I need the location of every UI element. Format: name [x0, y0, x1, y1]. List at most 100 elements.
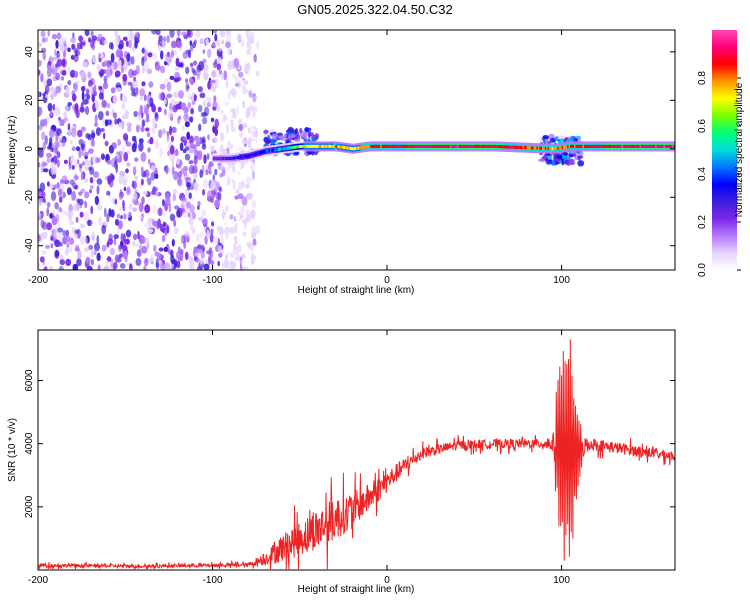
noise-blob	[122, 36, 128, 41]
ridge-core	[613, 144, 616, 148]
ridge-core	[620, 144, 623, 148]
noise-blob	[54, 239, 61, 248]
noise-blob	[221, 262, 224, 269]
noise-blob	[141, 166, 144, 174]
noise-blob	[95, 127, 101, 136]
noise-blob	[222, 91, 228, 100]
noise-blob	[209, 169, 212, 175]
noise-blob	[65, 229, 70, 237]
noise-blob	[96, 234, 100, 245]
noise-blob	[84, 237, 88, 245]
band-blob	[549, 137, 556, 143]
ridge-core	[269, 149, 272, 152]
band-blob	[311, 137, 317, 142]
ridge-core	[229, 157, 232, 160]
ridge-core	[419, 144, 422, 148]
noise-blob	[210, 117, 215, 123]
noise-blob	[67, 102, 72, 107]
ridge-core	[539, 146, 542, 150]
noise-blob	[178, 90, 184, 99]
noise-blob	[69, 220, 74, 226]
noise-blob	[158, 247, 164, 252]
ridge-core	[664, 144, 667, 148]
noise-blob	[250, 84, 256, 94]
noise-blob	[46, 67, 52, 78]
noise-blob	[58, 232, 63, 242]
noise-blob	[119, 263, 126, 269]
ridge-core	[218, 157, 221, 160]
noise-blob	[112, 94, 118, 105]
noise-blob	[132, 207, 137, 212]
noise-blob	[160, 50, 164, 60]
noise-blob	[251, 225, 256, 232]
noise-blob	[128, 39, 132, 49]
noise-blob	[207, 134, 210, 141]
band-blob	[299, 127, 303, 134]
noise-blob	[176, 157, 180, 165]
noise-blob	[175, 103, 182, 110]
noise-blob	[171, 263, 175, 268]
noise-blob	[189, 135, 194, 145]
noise-blob	[97, 204, 102, 211]
ridge-core	[300, 144, 303, 148]
ridge-core	[518, 145, 521, 149]
colorbar-label: Normalized spectral amplitude	[734, 82, 745, 217]
ridge-core	[667, 144, 670, 148]
ridge-core	[341, 145, 343, 149]
noise-blob	[93, 171, 100, 179]
noise-blob	[126, 122, 133, 127]
noise-blob	[233, 242, 237, 250]
noise-blob	[246, 39, 251, 50]
noise-blob	[246, 107, 251, 115]
noise-blob	[202, 179, 208, 189]
ridge-core	[567, 145, 570, 149]
noise-blob	[120, 215, 123, 220]
ridge-core	[292, 145, 295, 149]
ridge-core	[239, 155, 241, 159]
noise-blob	[170, 259, 176, 265]
noise-blob	[139, 88, 146, 97]
noise-blob	[241, 196, 248, 206]
noise-blob	[89, 189, 92, 194]
ridge-core	[378, 144, 381, 148]
ridge-core	[416, 144, 419, 148]
ridge-core	[477, 144, 480, 148]
noise-blob	[62, 118, 66, 124]
page-title: GN05.2025.322.04.50.C32	[297, 2, 453, 17]
noise-blob	[174, 66, 180, 71]
noise-blob	[65, 258, 72, 266]
noise-blob	[210, 180, 216, 191]
noise-blob	[221, 249, 225, 254]
noise-blob	[171, 165, 175, 175]
noise-blob	[250, 163, 255, 171]
noise-blob	[58, 266, 64, 270]
ridge-core	[475, 144, 477, 148]
noise-blob	[237, 243, 242, 253]
ridge-core	[507, 145, 510, 149]
noise-blob	[124, 109, 129, 120]
ridge-core	[557, 146, 560, 150]
ridge-core	[645, 144, 648, 148]
noise-blob	[169, 125, 173, 136]
noise-blob	[134, 175, 138, 181]
band-blob	[570, 161, 575, 166]
band-blob	[542, 135, 549, 139]
noise-blob	[129, 263, 133, 269]
ridge-core	[576, 144, 579, 148]
noise-blob	[94, 122, 99, 127]
noise-blob	[96, 65, 102, 72]
noise-blob	[106, 241, 110, 248]
noise-blob	[232, 73, 236, 79]
noise-blob	[133, 139, 138, 149]
ridge-core	[435, 144, 438, 148]
ridge-core	[521, 146, 524, 149]
noise-blob	[41, 250, 47, 255]
ridge-core	[370, 144, 373, 148]
ridge-core	[564, 145, 567, 149]
noise-blob	[54, 183, 60, 189]
ridge-core	[343, 146, 346, 150]
ridge-core	[448, 144, 451, 148]
noise-blob	[99, 39, 103, 45]
band-blob	[304, 127, 310, 133]
ridge-core	[625, 144, 628, 148]
